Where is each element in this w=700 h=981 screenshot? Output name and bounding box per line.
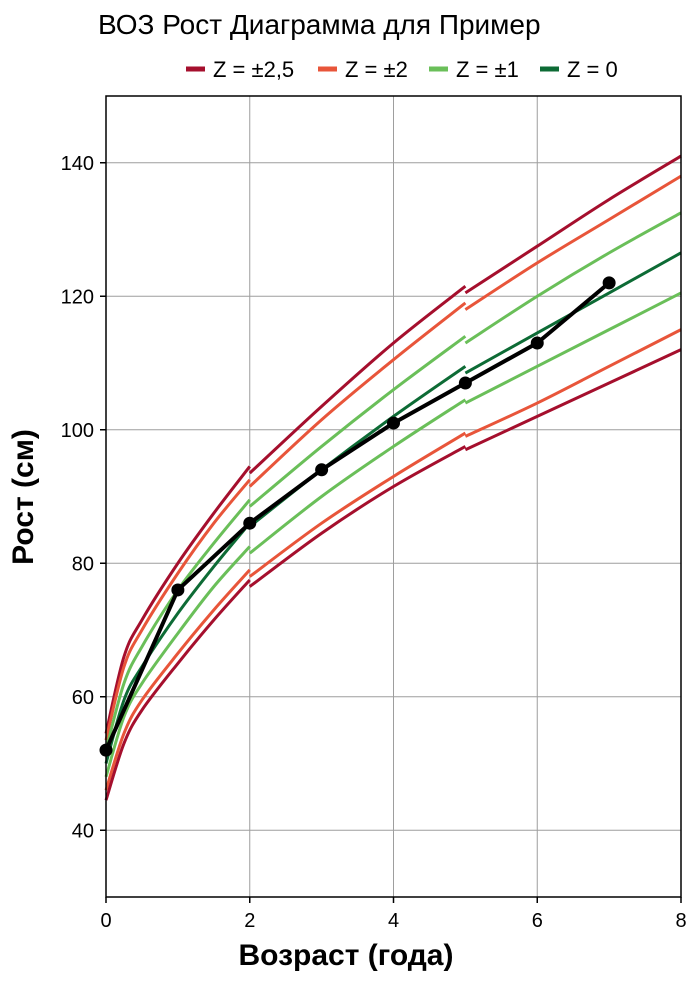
z-curve-segment: [104, 478, 251, 741]
z-curve-segment: [248, 445, 467, 588]
z-curve-segment: [104, 522, 251, 764]
z-curve-segment: [104, 465, 251, 734]
x-tick-label: 2: [244, 910, 255, 932]
x-tick-label: 4: [388, 910, 399, 932]
grid: [106, 96, 681, 897]
z-curve-segment: [104, 498, 251, 751]
y-tick-label: 80: [72, 553, 94, 575]
y-tick-label: 120: [61, 286, 94, 308]
data-point: [530, 336, 544, 350]
data-point: [243, 516, 257, 530]
y-tick-label: 60: [72, 687, 94, 709]
z-curve-segment: [104, 545, 251, 778]
x-axis-label: Возраст (года): [239, 939, 454, 972]
z-curve-segment: [464, 211, 682, 345]
z-curve-segment: [248, 335, 467, 508]
z-curve-segment: [248, 301, 467, 488]
chart-title: ВОЗ Рост Диаграмма для Пример: [98, 9, 541, 40]
z-curve-segment: [464, 174, 682, 311]
x-tick-label: 6: [532, 910, 543, 932]
z-curve-segment: [464, 328, 682, 438]
z-curve-segment: [104, 568, 251, 791]
y-axis-label: Рост (см): [7, 429, 40, 565]
data-point: [458, 376, 472, 390]
y-tick-label: 40: [72, 820, 94, 842]
z-curve-segment: [464, 291, 682, 405]
x-tick-label: 8: [675, 910, 686, 932]
measurement-series: [99, 276, 616, 757]
data-point: [171, 583, 185, 597]
z-curve-segment: [464, 348, 682, 452]
legend-label: Z = ±2: [345, 57, 408, 82]
x-axis-ticks: 0 2 4 6 8: [100, 897, 687, 932]
z-curve-segment: [248, 285, 467, 475]
legend-label: Z = ±1: [456, 57, 519, 82]
z-curve-segment: [104, 578, 251, 801]
legend-label: Z = ±2,5: [213, 57, 294, 82]
data-point: [602, 276, 616, 290]
data-point: [315, 463, 329, 477]
z-curve-segment: [464, 154, 682, 295]
y-tick-label: 140: [61, 153, 94, 175]
series-line: [104, 281, 611, 751]
y-axis-ticks: 40 60 80 100 120 140: [61, 153, 106, 842]
data-point: [387, 416, 400, 430]
y-tick-label: 100: [61, 420, 94, 442]
x-tick-label: 0: [100, 910, 111, 932]
z-curve-segment: [248, 398, 467, 555]
legend-label: Z = 0: [567, 57, 618, 82]
z-curve-segment: [248, 431, 467, 578]
legend: Z = ±2,5 Z = ±2 Z = ±1 Z = 0: [186, 57, 618, 82]
